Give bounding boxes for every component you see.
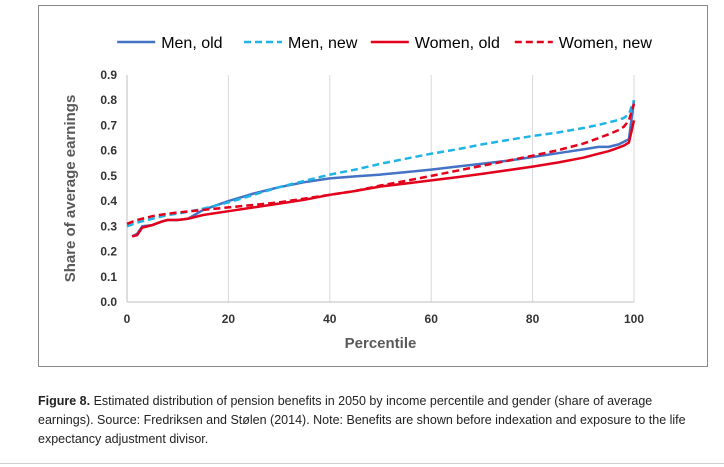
legend-label: Men, old (161, 35, 222, 52)
series-line-women-new (126, 103, 636, 225)
caption-label: Figure 8. (38, 394, 91, 408)
series-line-men-old (131, 100, 636, 238)
y-tick-label: 0.5 (100, 169, 117, 183)
x-tick-label: 100 (624, 312, 644, 326)
y-tick-label: 0.7 (100, 118, 117, 132)
series-line-women-old (131, 120, 636, 238)
chart-frame: 0 20 40 60 80 100 0.0 0.1 0.2 0.3 0.4 0.5 0.6 0.7 0.8 0… (38, 5, 708, 367)
x-tick-label: 80 (526, 312, 540, 326)
y-tick-label: 0.8 (100, 93, 117, 107)
y-tick-label: 0.2 (100, 245, 117, 259)
x-tick-label: 40 (323, 312, 337, 326)
legend: Men, old Men, new Women, old Women, new (117, 35, 652, 52)
y-axis-title: Share of average earnings (62, 95, 79, 283)
caption-text: Estimated distribution of pension benefi… (38, 394, 686, 446)
figure-caption: Figure 8. Estimated distribution of pens… (38, 392, 710, 449)
legend-label: Women, new (559, 35, 653, 52)
series-lines (126, 99, 636, 238)
x-tick-label: 20 (222, 312, 236, 326)
grid-lines (227, 75, 635, 302)
y-tick-label: 0.4 (100, 194, 117, 208)
x-tick-label: 60 (425, 312, 439, 326)
axes: 0 20 40 60 80 100 0.0 0.1 0.2 0.3 0.4 0.5 0.6 0.7 0.8 0… (100, 68, 644, 326)
divider (0, 463, 724, 464)
legend-label: Men, new (288, 35, 358, 52)
y-tick-label: 0.0 (100, 295, 117, 309)
y-tick-label: 0.9 (100, 68, 117, 82)
y-tick-label: 0.1 (100, 270, 117, 284)
x-tick-label: 0 (124, 312, 131, 326)
y-tick-label: 0.6 (100, 144, 117, 158)
y-tick-label: 0.3 (100, 219, 117, 233)
x-axis-title: Percentile (345, 335, 417, 352)
line-chart: 0 20 40 60 80 100 0.0 0.1 0.2 0.3 0.4 0.5 0.6 0.7 0.8 0… (62, 35, 652, 352)
legend-label: Women, old (415, 35, 500, 52)
